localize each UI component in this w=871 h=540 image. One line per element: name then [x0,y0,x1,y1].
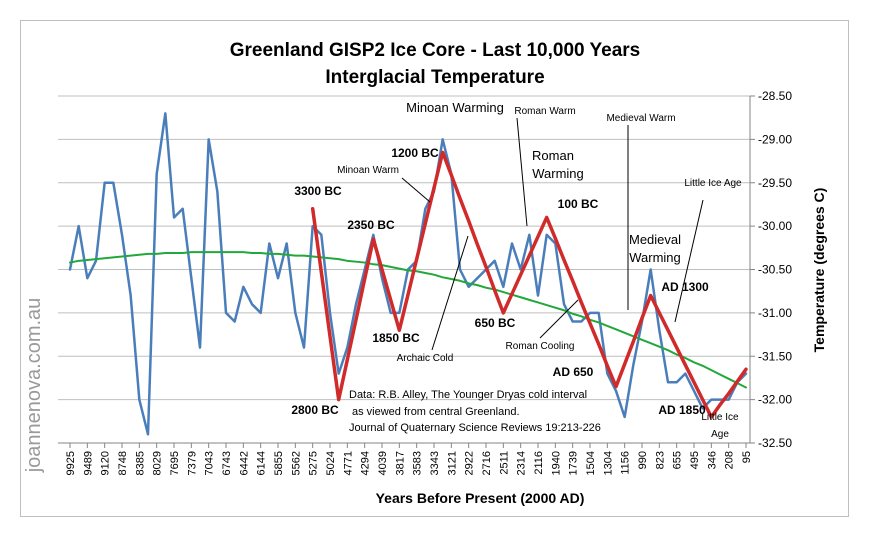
x-tick-label: 1739 [568,451,580,475]
series-line [310,150,748,419]
annotation: Medieval Warm [606,113,675,124]
annotation: Archaic Cold [397,353,454,364]
x-tick-label: 7695 [169,451,181,475]
x-tick-label: 495 [689,451,701,469]
x-tick-label: 8748 [117,451,129,475]
x-tick-label: 3121 [446,451,458,475]
chart-frame [20,20,849,517]
x-tick-label: 1940 [550,451,562,475]
pointer [431,235,469,351]
series-lines [68,112,748,436]
chart-title: Interglacial Temperature [325,67,544,88]
x-tick-label: 95 [741,451,753,463]
annotation: 2800 BC [291,403,339,417]
annotation: 100 BC [558,197,599,211]
y-axis-label: Temperature (degrees C) [811,188,827,353]
x-tick-label: 3343 [429,451,441,475]
x-tick-label: 2314 [516,451,528,475]
x-tick-label: 5024 [325,451,337,475]
pointer [539,299,579,339]
x-axis-label: Years Before Present (2000 AD) [376,490,585,506]
annotation: Warming [532,166,584,181]
annotation: Roman Cooling [506,341,575,352]
x-tick-label: 6442 [238,451,250,475]
annotation: AD 1850 [658,403,706,417]
x-tick-label: 1156 [620,451,632,475]
x-tick-label: 7043 [204,451,216,475]
annotation: 2350 BC [347,218,395,232]
x-tick-label: 4294 [360,451,372,475]
x-tick-label: 4771 [342,451,354,475]
y-tick-label: -32.00 [758,393,792,407]
pointer [401,177,431,203]
annotation: Age [711,429,729,440]
chart-title: Greenland GISP2 Ice Core - Last 10,000 Y… [230,40,640,61]
y-tick-label: -28.50 [758,89,792,103]
x-tick-label: 990 [637,451,649,469]
x-tick-label: 9925 [65,451,77,475]
annotation: 650 BC [475,316,516,330]
y-tick-label: -30.50 [758,263,792,277]
x-tick-label: 2922 [464,451,476,475]
x-tick-label: 4039 [377,451,389,475]
x-tick-label: 1304 [602,451,614,475]
annotation: Little Ice Age [684,178,742,189]
x-tick-label: 655 [672,451,684,469]
x-tick-label: 9489 [82,451,94,475]
x-tick-label: 8385 [134,451,146,475]
x-tick-label: 5562 [290,451,302,475]
annotation: Medieval [629,232,681,247]
x-tick-label: 2511 [498,451,510,475]
y-tick-label: -29.00 [758,132,792,146]
annotation: AD 650 [553,365,594,379]
x-tick-label: 823 [654,451,666,469]
x-tick-label: 9120 [100,451,112,475]
x-tick-label: 3817 [394,451,406,475]
x-tick-label: 5855 [273,451,285,475]
annotation: Minoan Warming [406,100,504,115]
x-tick-label: 8029 [152,451,164,475]
annotation: 3300 BC [294,184,342,198]
annotation: Journal of Quaternary Science Reviews 19… [349,422,601,434]
annotation: Roman Warm [514,106,575,117]
x-tick-label: 1504 [585,451,597,475]
x-tick-label: 208 [724,451,736,469]
y-tick-label: -32.50 [758,436,792,450]
x-tick-label: 346 [706,451,718,469]
annotation: Little Ice [701,412,739,423]
y-tick-label: -29.50 [758,176,792,190]
annotation: 1200 BC [391,146,439,160]
series-line [69,251,747,389]
annotation: as viewed from central Greenland. [352,406,520,418]
x-tick-label: 2716 [481,451,493,475]
y-tick-label: -31.50 [758,349,792,363]
annotation: Warming [629,250,681,265]
pointer [516,117,528,227]
x-tick-label: 6743 [221,451,233,475]
annotation: Roman [532,148,574,163]
y-tick-label: -30.00 [758,219,792,233]
x-tick-label: 2116 [533,451,545,475]
x-tick-label: 7379 [186,451,198,475]
annotation: 1850 BC [372,331,420,345]
watermark: joannenova.com.au [23,298,45,474]
pointer-lines [401,117,704,351]
pointer [674,199,704,323]
x-tick-label: 5275 [308,451,320,475]
x-tick-label: 3583 [412,451,424,475]
x-tick-label: 6144 [256,451,268,475]
annotation: Data: R.B. Alley, The Younger Dryas cold… [349,389,587,401]
annotation: Minoan Warm [337,165,399,176]
y-tick-label: -31.00 [758,306,792,320]
annotation: AD 1300 [661,280,709,294]
